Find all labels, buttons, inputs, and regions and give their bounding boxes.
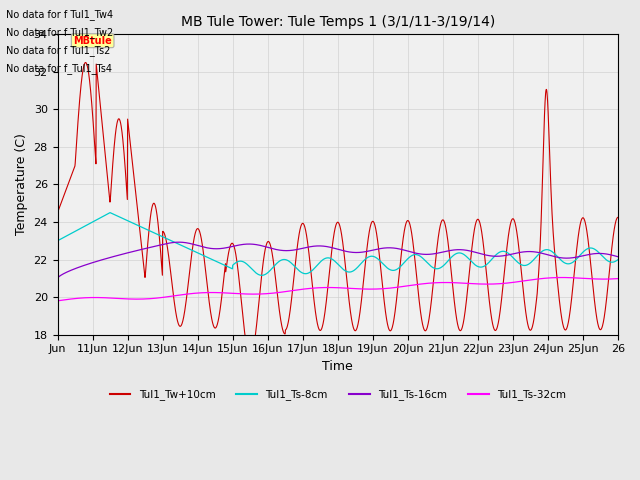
- Tul1_Ts-8cm: [83, 223, 90, 228]
- Tul1_Tw+10cm: [54, 210, 61, 216]
- X-axis label: Time: Time: [323, 360, 353, 373]
- Line: Tul1_Ts-32cm: Tul1_Ts-32cm: [58, 277, 618, 301]
- Tul1_Ts-32cm: [614, 276, 622, 281]
- Tul1_Ts-16cm: [614, 254, 622, 260]
- Tul1_Ts-8cm: [598, 253, 606, 259]
- Text: No data for f_Tul1_Ts4: No data for f_Tul1_Ts4: [6, 63, 113, 74]
- Tul1_Ts-32cm: [558, 275, 566, 280]
- Tul1_Ts-8cm: [495, 250, 503, 255]
- Text: MBtule: MBtule: [74, 36, 112, 46]
- Tul1_Ts-32cm: [495, 281, 502, 287]
- Tul1_Tw+10cm: [83, 60, 90, 66]
- Tul1_Ts-16cm: [83, 262, 90, 268]
- Tul1_Ts-16cm: [598, 251, 606, 256]
- Tul1_Ts-16cm: [175, 240, 183, 245]
- Tul1_Ts-32cm: [598, 276, 606, 282]
- Tul1_Ts-32cm: [83, 295, 90, 300]
- Legend: Tul1_Tw+10cm, Tul1_Ts-8cm, Tul1_Ts-16cm, Tul1_Ts-32cm: Tul1_Tw+10cm, Tul1_Ts-8cm, Tul1_Ts-16cm,…: [106, 385, 570, 405]
- Tul1_Ts-32cm: [54, 298, 61, 304]
- Tul1_Ts-32cm: [598, 276, 605, 282]
- Tul1_Tw+10cm: [327, 258, 335, 264]
- Tul1_Ts-16cm: [54, 276, 61, 281]
- Text: No data for f Tul1_Tw2: No data for f Tul1_Tw2: [6, 27, 114, 38]
- Tul1_Ts-32cm: [311, 285, 319, 291]
- Tul1_Ts-8cm: [258, 273, 266, 278]
- Y-axis label: Temperature (C): Temperature (C): [15, 133, 28, 235]
- Title: MB Tule Tower: Tule Temps 1 (3/1/11-3/19/14): MB Tule Tower: Tule Temps 1 (3/1/11-3/19…: [180, 15, 495, 29]
- Tul1_Ts-8cm: [54, 238, 61, 244]
- Tul1_Tw+10cm: [82, 60, 90, 65]
- Text: No data for f Tul1_Tw4: No data for f Tul1_Tw4: [6, 9, 113, 20]
- Tul1_Ts-16cm: [312, 243, 319, 249]
- Line: Tul1_Ts-16cm: Tul1_Ts-16cm: [58, 242, 618, 278]
- Tul1_Ts-16cm: [598, 251, 605, 256]
- Line: Tul1_Tw+10cm: Tul1_Tw+10cm: [58, 62, 618, 358]
- Tul1_Ts-16cm: [495, 253, 503, 259]
- Tul1_Tw+10cm: [598, 324, 606, 330]
- Tul1_Tw+10cm: [312, 311, 319, 317]
- Tul1_Ts-8cm: [598, 253, 606, 259]
- Tul1_Tw+10cm: [495, 314, 503, 320]
- Tul1_Ts-8cm: [312, 264, 319, 270]
- Tul1_Ts-8cm: [106, 210, 114, 216]
- Tul1_Tw+10cm: [246, 355, 254, 360]
- Tul1_Ts-16cm: [326, 244, 334, 250]
- Tul1_Ts-8cm: [614, 257, 622, 263]
- Tul1_Ts-8cm: [327, 255, 335, 261]
- Tul1_Tw+10cm: [614, 215, 622, 220]
- Line: Tul1_Ts-8cm: Tul1_Ts-8cm: [58, 213, 618, 276]
- Text: No data for f Tul1_Ts2: No data for f Tul1_Ts2: [6, 45, 111, 56]
- Tul1_Ts-32cm: [326, 285, 334, 290]
- Tul1_Tw+10cm: [598, 324, 606, 330]
